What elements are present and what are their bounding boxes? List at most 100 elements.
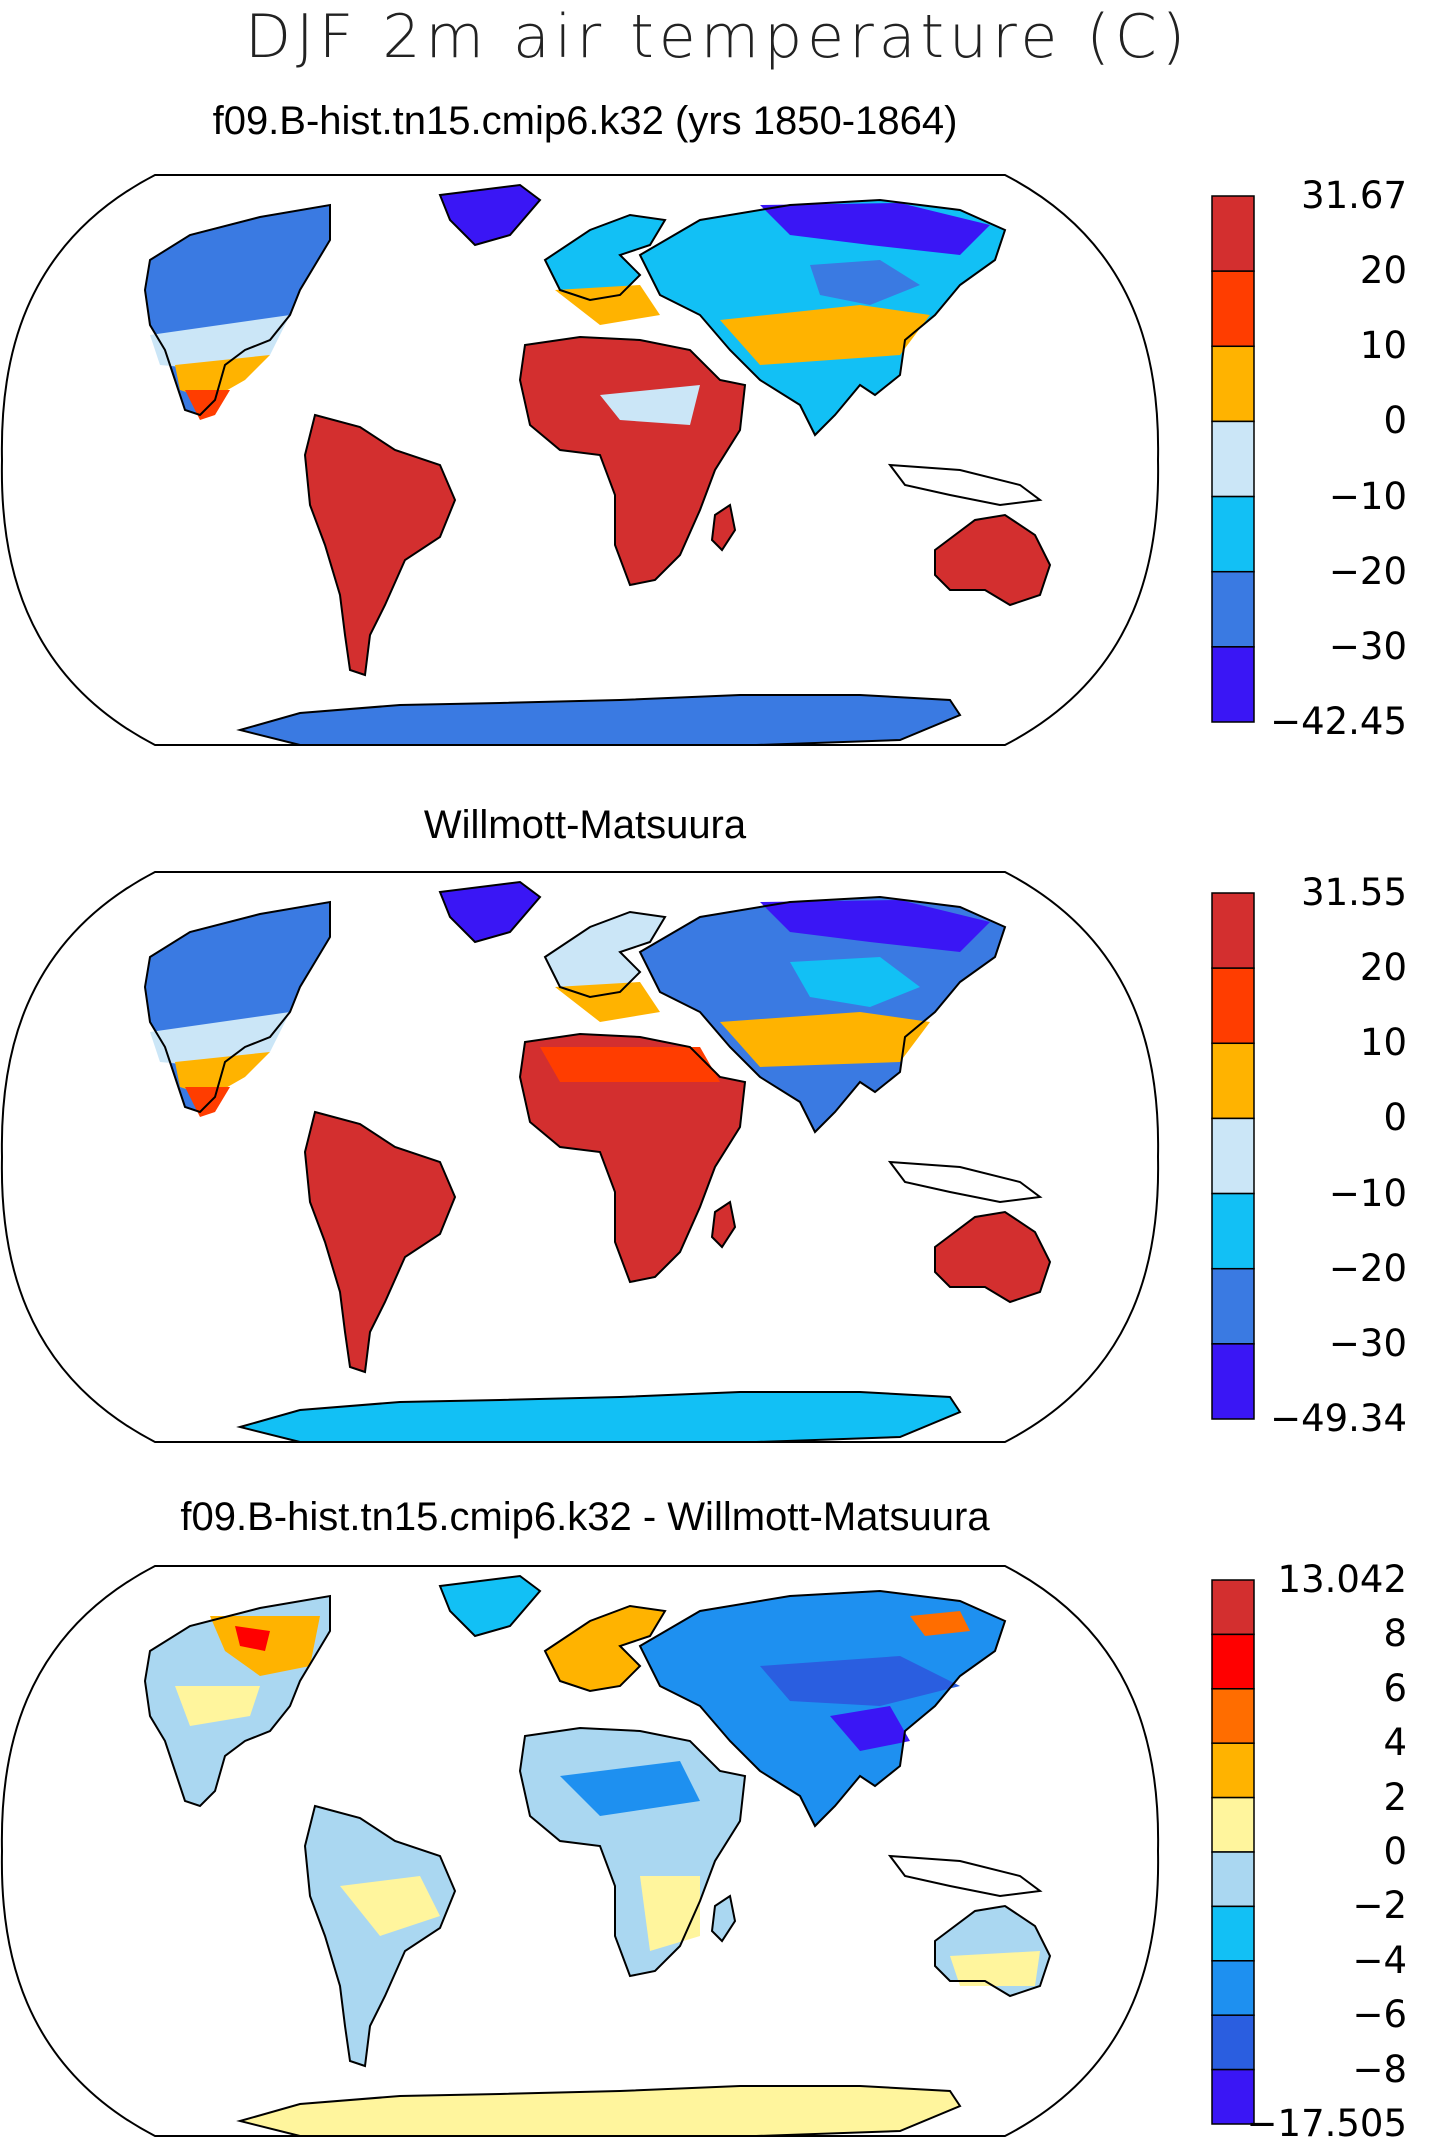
indonesia-coastline	[887, 1854, 1043, 1898]
panel-2-map	[0, 871, 1160, 1443]
figure-title: DJF 2m air temperature (C)	[244, 2, 1191, 72]
asia-landmass	[640, 1591, 1005, 1826]
contour-band	[810, 260, 920, 305]
colorbar-swatch	[1211, 2068, 1255, 2125]
contour-band	[150, 315, 290, 370]
antarctica-coastline	[236, 2085, 962, 2136]
madagascar-coastline	[710, 503, 737, 552]
greenland-landmass	[440, 882, 540, 942]
colorbar-tick-label: 4	[1383, 1721, 1407, 1765]
colorbar-tick-label: −4	[1352, 1938, 1407, 1982]
colorbar-tick-label: 0	[1383, 1096, 1407, 1140]
colorbar-tick-label: −2	[1352, 1884, 1407, 1928]
antarctica-coastline	[236, 1391, 962, 1442]
north-america-coastline	[143, 900, 331, 1114]
colorbar-swatch	[1211, 1042, 1255, 1120]
contour-band	[600, 385, 700, 425]
colorbar-swatch	[1211, 967, 1255, 1045]
colorbar-tick-label: 0	[1383, 399, 1407, 443]
colorbar-swatch	[1211, 1192, 1255, 1270]
colorbar-tick-label: 10	[1359, 1021, 1407, 1065]
colorbar-swatch	[1211, 1117, 1255, 1195]
antarctica-landmass	[240, 2086, 960, 2136]
contour-band	[910, 1611, 970, 1636]
contour-band	[950, 1951, 1040, 1986]
colorbar-swatch	[1211, 1267, 1255, 1345]
colorbar-swatch	[1211, 2014, 1255, 2071]
europe-coastline	[543, 910, 667, 999]
contour-band	[720, 305, 930, 365]
contour-band	[540, 1047, 720, 1082]
colorbar-tick-label: −8	[1352, 2047, 1407, 2091]
contour-band	[150, 1012, 290, 1067]
colorbar-tick-label: −6	[1352, 1993, 1407, 2037]
colorbar-tick-label: −17.505	[1246, 2102, 1407, 2145]
contour-band	[760, 1656, 960, 1706]
africa-coastline	[518, 335, 747, 587]
colorbar-tick-label: −20	[1328, 1246, 1407, 1290]
contour-band	[720, 1012, 930, 1067]
colorbar-tick-label: 13.042	[1277, 1558, 1407, 1601]
colorbar-tick-label: −30	[1328, 1321, 1407, 1365]
colorbar-tick-label: 31.55	[1301, 871, 1407, 914]
contour-band	[640, 1876, 700, 1951]
contour-band	[175, 1686, 260, 1726]
indonesia-coastline	[887, 1160, 1043, 1204]
colorbar-tick-label: −10	[1328, 474, 1407, 518]
australia-landmass	[935, 1212, 1050, 1302]
colorbar-swatch	[1211, 1796, 1255, 1853]
asia-coastline	[638, 895, 1007, 1134]
colorbar-tick-label: 0	[1383, 1830, 1407, 1873]
contour-band	[790, 957, 920, 1007]
colorbar-tick-label: −42.45	[1270, 700, 1407, 743]
map-frame	[0, 871, 1160, 1443]
africa-coastline	[518, 1726, 747, 1978]
panel-3-map	[0, 1565, 1160, 2137]
indonesia-landmass	[890, 1162, 1040, 1202]
greenland-landmass	[440, 185, 540, 245]
colorbar-swatch	[1211, 495, 1255, 573]
map-frame	[0, 1565, 1160, 2137]
greenland-landmass	[440, 1576, 540, 1636]
antarctica-coastline	[236, 694, 962, 745]
contour-band	[560, 1761, 700, 1816]
indonesia-landmass	[890, 465, 1040, 505]
australia-coastline	[934, 513, 1052, 607]
greenland-coastline	[438, 1574, 542, 1638]
contour-band	[235, 1626, 270, 1651]
greenland-coastline	[438, 880, 542, 944]
colorbar-swatch	[1211, 646, 1255, 723]
colorbar-tick-label: −20	[1328, 549, 1407, 593]
colorbar-tick-label: 2	[1383, 1775, 1407, 1819]
madagascar-coastline	[710, 1200, 737, 1249]
south-america-coastline	[303, 1804, 457, 2068]
south-america-coastline	[303, 413, 457, 677]
colorbar-swatch	[1211, 1579, 1255, 1636]
colorbar-tick-label: 20	[1359, 946, 1407, 990]
contour-band	[175, 355, 270, 400]
colorbar-swatch	[1211, 1343, 1255, 1420]
europe-coastline	[543, 1604, 667, 1693]
panel-2-title: Willmott-Matsuura	[423, 803, 747, 847]
colorbar-tick-label: −49.34	[1270, 1397, 1407, 1440]
colorbar-tick-label: 6	[1383, 1666, 1407, 1710]
panel-1-title: f09.B-hist.tn15.cmip6.k32 (yrs 1850-1864…	[212, 99, 958, 143]
contour-band	[760, 203, 990, 255]
contour-band	[555, 285, 660, 325]
panel-1-map	[0, 174, 1160, 746]
colorbar-swatch	[1211, 892, 1255, 969]
colorbar-tick-label: 20	[1359, 249, 1407, 293]
antarctica-landmass	[240, 695, 960, 745]
colorbar-swatch	[1211, 195, 1255, 272]
map-frame	[0, 174, 1160, 746]
antarctica-landmass	[240, 1392, 960, 1442]
asia-coastline	[638, 1589, 1007, 1828]
colorbar-tick-label: −30	[1328, 624, 1407, 668]
africa-coastline	[518, 1032, 747, 1284]
contour-band	[340, 1876, 440, 1936]
madagascar-coastline	[710, 1894, 737, 1943]
australia-coastline	[934, 1904, 1052, 1998]
